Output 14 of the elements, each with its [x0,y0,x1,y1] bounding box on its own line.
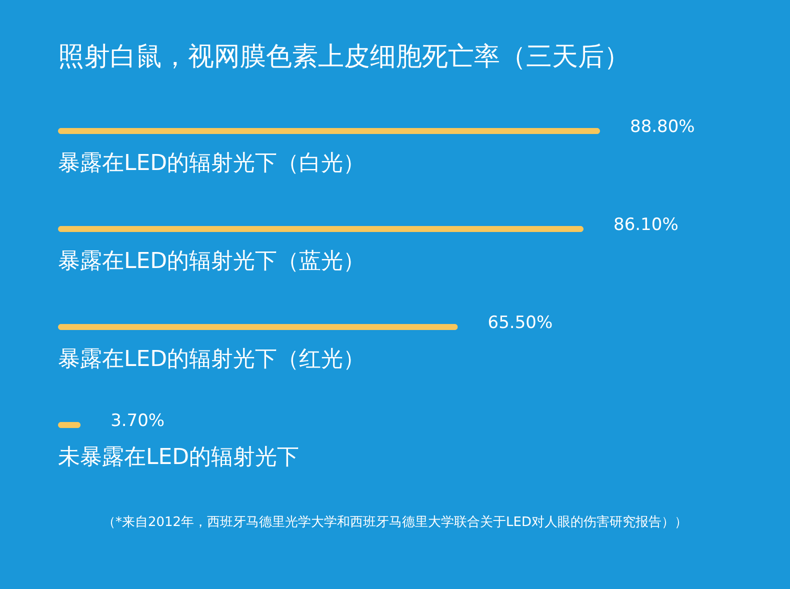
y-tick-label: 暴露在LED的辐射光下（白光） [58,151,366,176]
data-label: 88.80% [630,117,695,137]
data-label: 86.10% [614,215,678,235]
bar [58,422,81,428]
data-label: 65.50% [488,313,553,333]
bar [58,226,584,232]
chart-title: 照射白鼠，视网膜色素上皮细胞死亡率（三天后） [58,42,630,72]
text: （*来自2012年，西班牙马德里光学大学和西班牙马德里大学联合关于LED对人眼的伤害研究报告）） [102,514,688,530]
bar [58,128,600,134]
y-tick-label: 暴露在LED的辐射光下（红光） [58,347,366,372]
data-label: 3.70% [110,411,165,431]
bar [58,324,458,330]
y-tick-label: 暴露在LED的辐射光下（蓝光） [58,249,366,274]
y-tick-label: 未暴露在LED的辐射光下 [58,445,300,470]
